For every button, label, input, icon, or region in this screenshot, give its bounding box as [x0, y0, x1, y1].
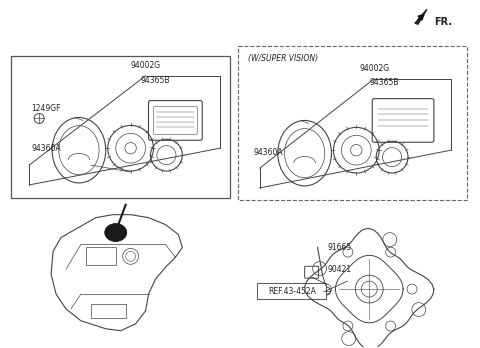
Text: REF.43-452A: REF.43-452A: [268, 286, 316, 295]
Ellipse shape: [105, 224, 127, 242]
Text: 94360A: 94360A: [253, 148, 283, 157]
Bar: [91, 304, 126, 318]
Bar: [238, 46, 467, 200]
Text: 94365B: 94365B: [141, 76, 170, 85]
Bar: [12, 56, 230, 198]
Text: 1249GF: 1249GF: [31, 104, 60, 113]
Text: 94002G: 94002G: [359, 64, 389, 73]
Text: 94360A: 94360A: [31, 144, 61, 153]
FancyBboxPatch shape: [257, 283, 326, 299]
Text: (W/SUPER VISION): (W/SUPER VISION): [248, 54, 318, 63]
Text: 91665: 91665: [327, 243, 352, 252]
Bar: [86, 247, 116, 265]
Polygon shape: [415, 9, 427, 24]
Text: FR.: FR.: [434, 17, 452, 27]
Text: 94002G: 94002G: [131, 61, 161, 70]
Text: 94365B: 94365B: [370, 78, 399, 87]
Text: 90421: 90421: [327, 265, 352, 274]
